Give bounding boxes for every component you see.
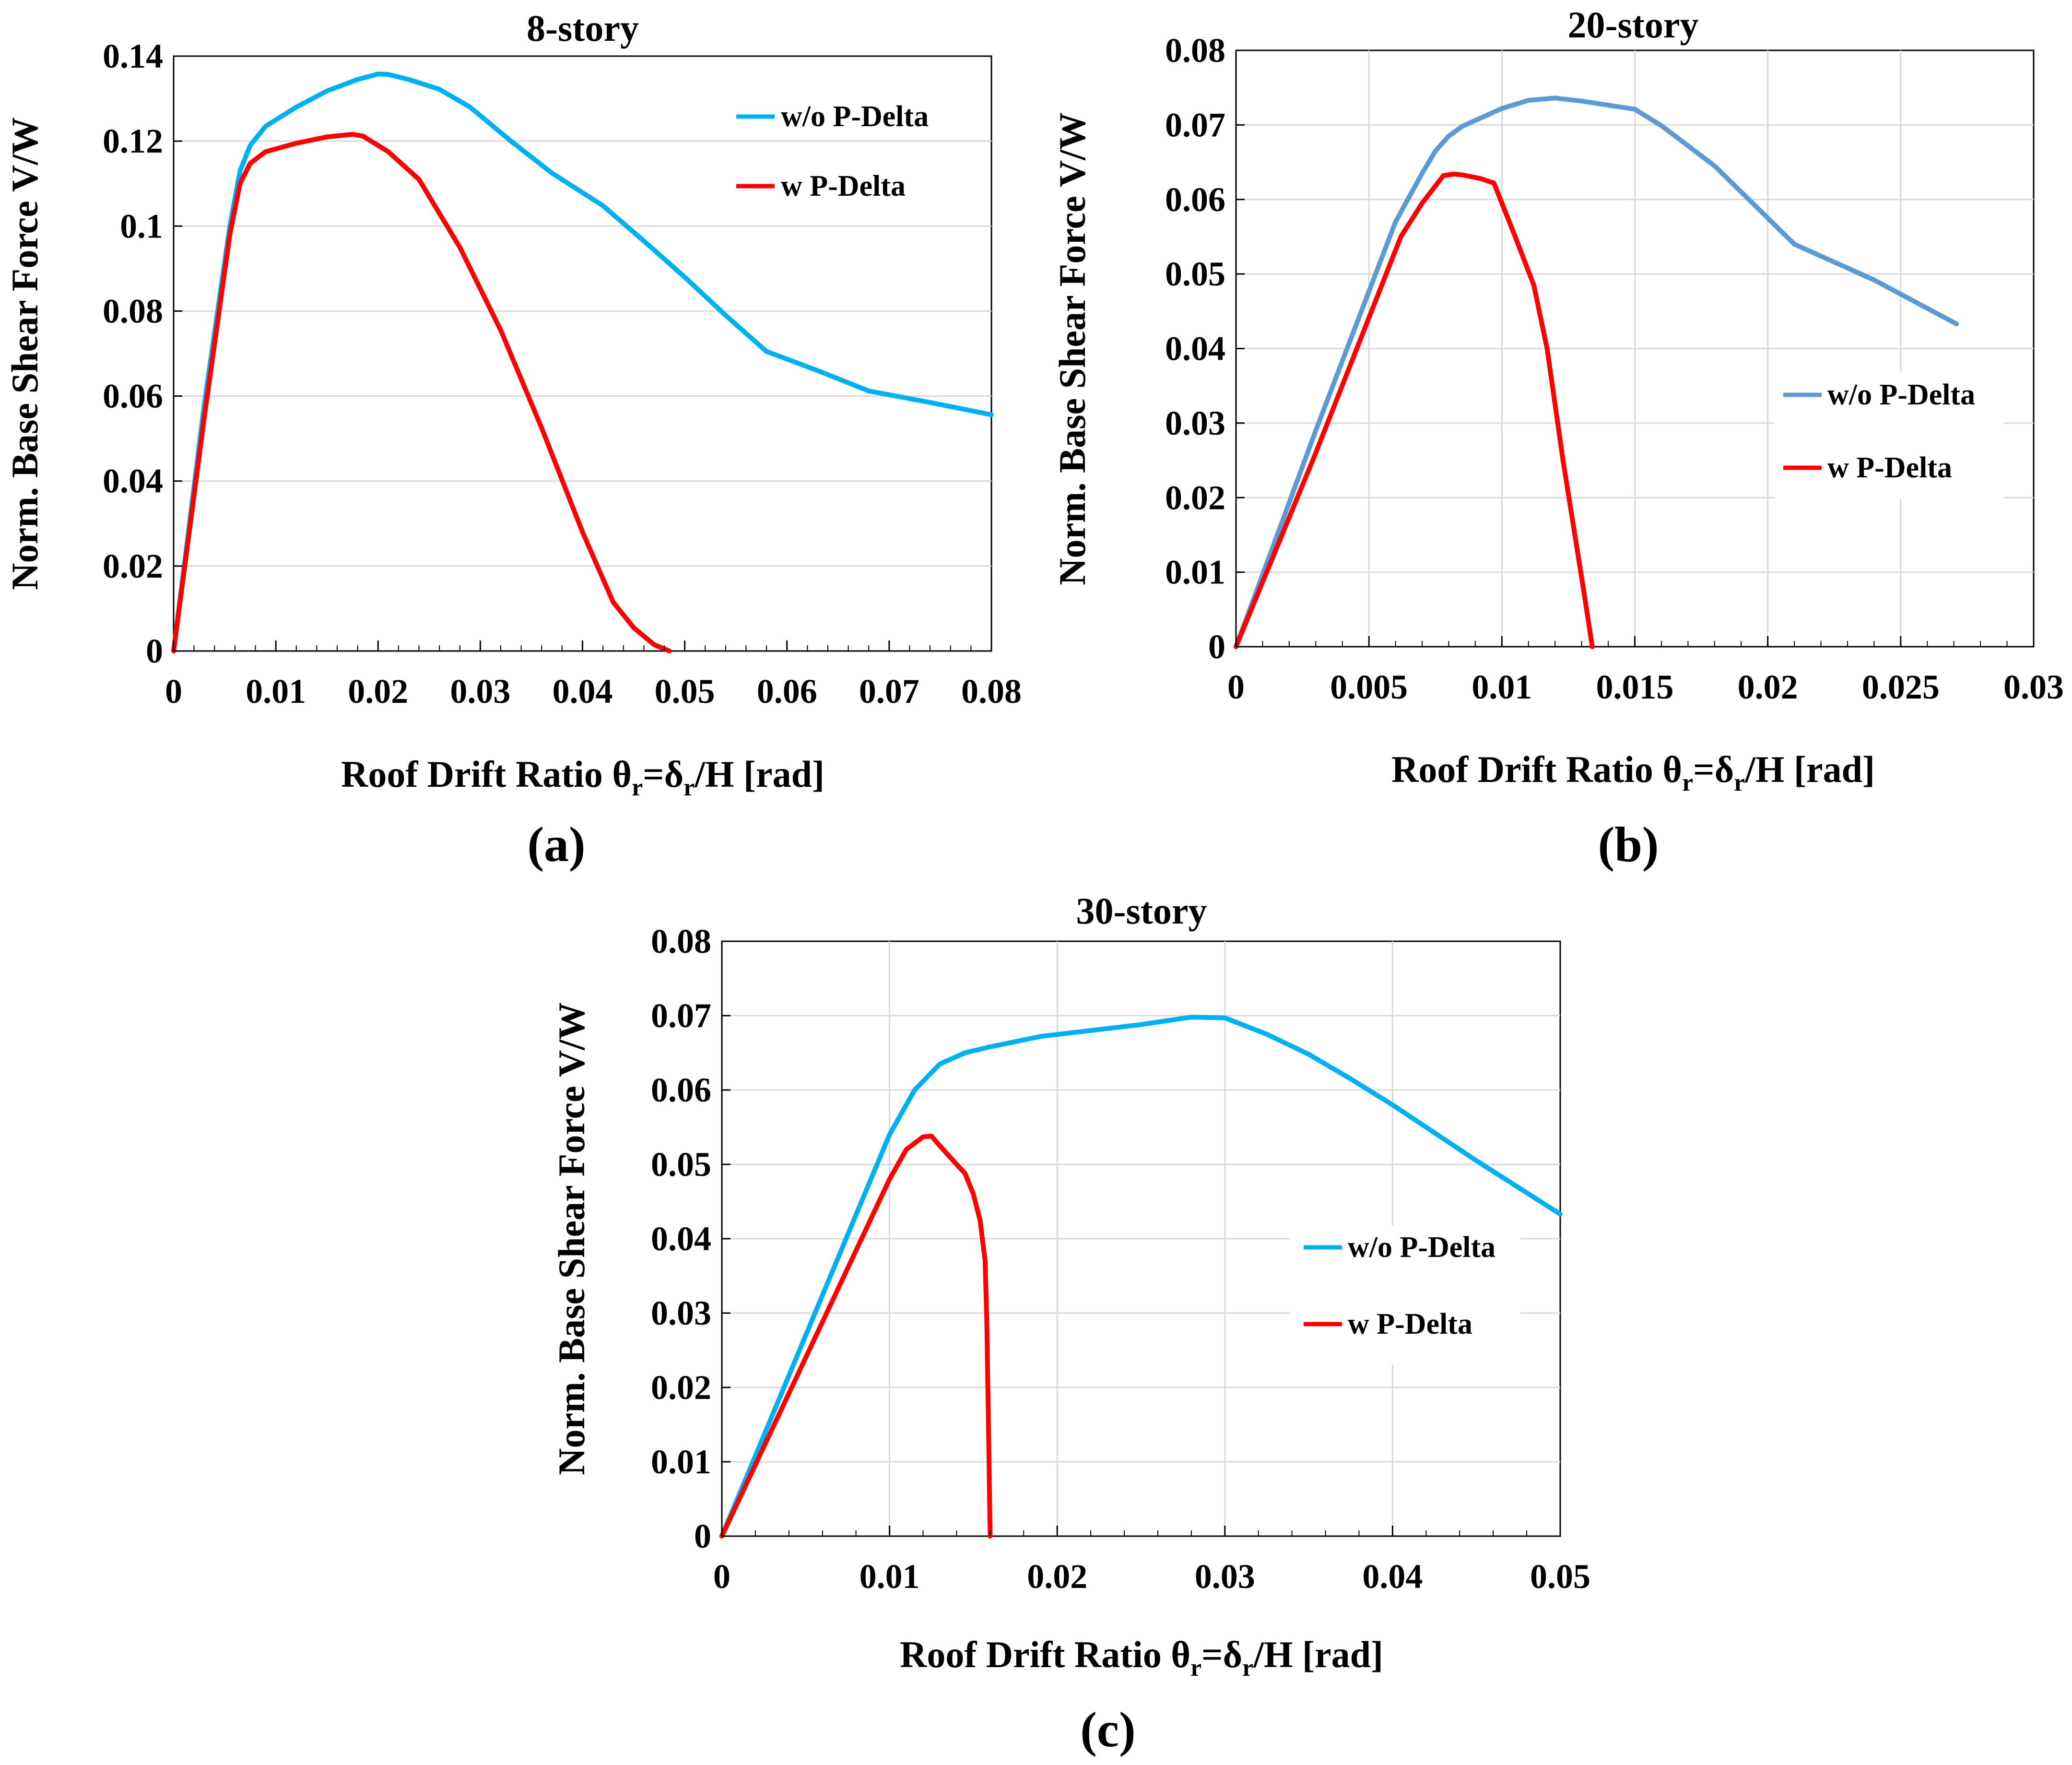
y-tick-label: 0.06	[1165, 180, 1225, 219]
y-tick-label: 0.07	[1165, 106, 1225, 144]
grid-a	[174, 140, 991, 567]
y-tick-label: 0.04	[103, 462, 163, 500]
y-tick-label: 0.06	[103, 377, 163, 415]
x-tick-label: 0.04	[1362, 1557, 1423, 1596]
y-tick-label: 0.08	[103, 292, 163, 330]
y-tick-label: 0	[694, 1517, 711, 1555]
x-tick-label: 0.03	[2003, 668, 2064, 706]
x-tick-label: 0.08	[961, 672, 1022, 711]
series-c	[719, 1015, 1563, 1539]
panel-label-a: (a)	[527, 817, 585, 872]
chart-title-c: 30-story	[1076, 890, 1207, 932]
chart-title-b: 20-story	[1568, 4, 1699, 46]
legend-a: w/o P-Delta w P-Delta	[736, 100, 929, 202]
legend-label-b-2: w P-Delta	[1827, 451, 1952, 484]
y-axis-label-a: Norm. Base Shear Force V/W	[4, 117, 46, 590]
legend-label-b-1: w/o P-Delta	[1827, 379, 1975, 411]
y-tick-label: 0.07	[651, 996, 711, 1035]
x-tick-label: 0	[713, 1557, 730, 1596]
y-axis-label-b: Norm. Base Shear Force V/W	[1051, 112, 1093, 585]
x-axis-label-c: Roof Drift Ratio θr=δr/H [rad]	[900, 1634, 1383, 1682]
plot-area-a	[173, 55, 992, 652]
ticks-c: 0 0.01 0.02 0.03 0.04 0.05 0.06 0.07 0.08 0 0.01 0.…	[651, 922, 1590, 1596]
series-a	[171, 71, 994, 653]
y-tick-label: 0.1	[120, 207, 163, 245]
series-line-with-p-delta	[1234, 171, 1595, 649]
x-tick-label: 0.02	[1027, 1557, 1087, 1596]
x-tick-label: 0.01	[859, 1557, 920, 1596]
y-tick-label: 0.06	[651, 1071, 711, 1109]
legend-c: w/o P-Delta w P-Delta	[1290, 1226, 1520, 1365]
chart-8-story: 0 0.02 0.04 0.06 0.08 0.1 0.12 0.14 0 0.01 0.02 0.0…	[4, 7, 1022, 872]
legend-b: w/o P-Delta w P-Delta	[1775, 372, 2004, 499]
y-tick-label: 0.02	[651, 1368, 711, 1407]
legend-label-c-1: w/o P-Delta	[1348, 1231, 1495, 1264]
series-b	[1234, 95, 1959, 649]
chart-30-story: 0 0.01 0.02 0.03 0.04 0.05 0.06 0.07 0.08 0 0.01 0.…	[551, 890, 1590, 1757]
x-axis-label-b: Roof Drift Ratio θr=δr/H [rad]	[1391, 748, 1875, 796]
y-tick-label: 0.01	[651, 1443, 711, 1481]
series-line-without-p-delta	[719, 1015, 1563, 1539]
series-line-without-p-delta	[171, 71, 994, 653]
y-tick-label: 0.01	[1165, 553, 1225, 592]
x-tick-label: 0.025	[1862, 668, 1940, 706]
series-line-without-p-delta	[1234, 95, 1959, 649]
legend-label-a-2: w P-Delta	[781, 170, 906, 202]
chart-title-a: 8-story	[527, 7, 639, 49]
panel-label-b: (b)	[1598, 817, 1659, 872]
y-tick-label: 0.03	[651, 1294, 711, 1332]
x-tick-label: 0.02	[348, 672, 408, 711]
ticks-b: 0 0.01 0.02 0.03 0.04 0.05 0.06 0.07 0.08 0 0.005 0…	[1165, 31, 2064, 706]
x-tick-label: 0.07	[859, 672, 919, 711]
y-tick-label: 0	[1208, 628, 1225, 666]
x-tick-label: 0.01	[1472, 668, 1532, 706]
series-line-with-p-delta	[719, 1134, 993, 1539]
y-tick-label: 0.04	[651, 1220, 711, 1258]
y-tick-label: 0.05	[1165, 255, 1225, 293]
x-tick-label: 0.06	[757, 672, 817, 711]
x-tick-label: 0.04	[553, 672, 613, 711]
ticks-a: 0 0.02 0.04 0.06 0.08 0.1 0.12 0.14 0 0.01 0.02 0.0…	[103, 37, 1022, 711]
x-tick-label: 0.05	[655, 672, 715, 711]
y-axis-label-c: Norm. Base Shear Force V/W	[551, 1002, 592, 1475]
x-tick-label: 0.015	[1596, 668, 1674, 706]
y-tick-label: 0.02	[1165, 478, 1225, 517]
x-tick-label: 0.02	[1738, 668, 1798, 706]
x-tick-label: 0	[1227, 668, 1245, 706]
x-tick-label: 0.03	[1195, 1557, 1255, 1596]
series-line-with-p-delta	[171, 132, 672, 653]
legend-label-a-1: w/o P-Delta	[781, 100, 929, 133]
y-tick-label: 0.08	[651, 922, 711, 960]
y-tick-label: 0.02	[103, 547, 163, 585]
panel-label-c: (c)	[1080, 1702, 1135, 1757]
x-tick-label: 0.005	[1330, 668, 1408, 706]
x-tick-label: 0	[165, 672, 182, 711]
y-tick-label: 0.04	[1165, 330, 1225, 368]
legend-label-c-2: w P-Delta	[1348, 1308, 1472, 1340]
y-tick-label: 0	[146, 632, 163, 670]
y-tick-label: 0.05	[651, 1145, 711, 1184]
y-tick-label: 0.12	[103, 122, 163, 160]
chart-20-story: 0 0.01 0.02 0.03 0.04 0.05 0.06 0.07 0.08 0 0.005 0…	[1051, 4, 2064, 872]
x-axis-label-a: Roof Drift Ratio θr=δr/H [rad]	[341, 753, 824, 801]
y-tick-label: 0.08	[1165, 31, 1225, 70]
y-tick-label: 0.14	[103, 37, 163, 75]
y-tick-label: 0.03	[1165, 404, 1225, 442]
x-tick-label: 0.05	[1530, 1557, 1590, 1596]
x-tick-label: 0.01	[246, 672, 306, 711]
x-tick-label: 0.03	[450, 672, 510, 711]
